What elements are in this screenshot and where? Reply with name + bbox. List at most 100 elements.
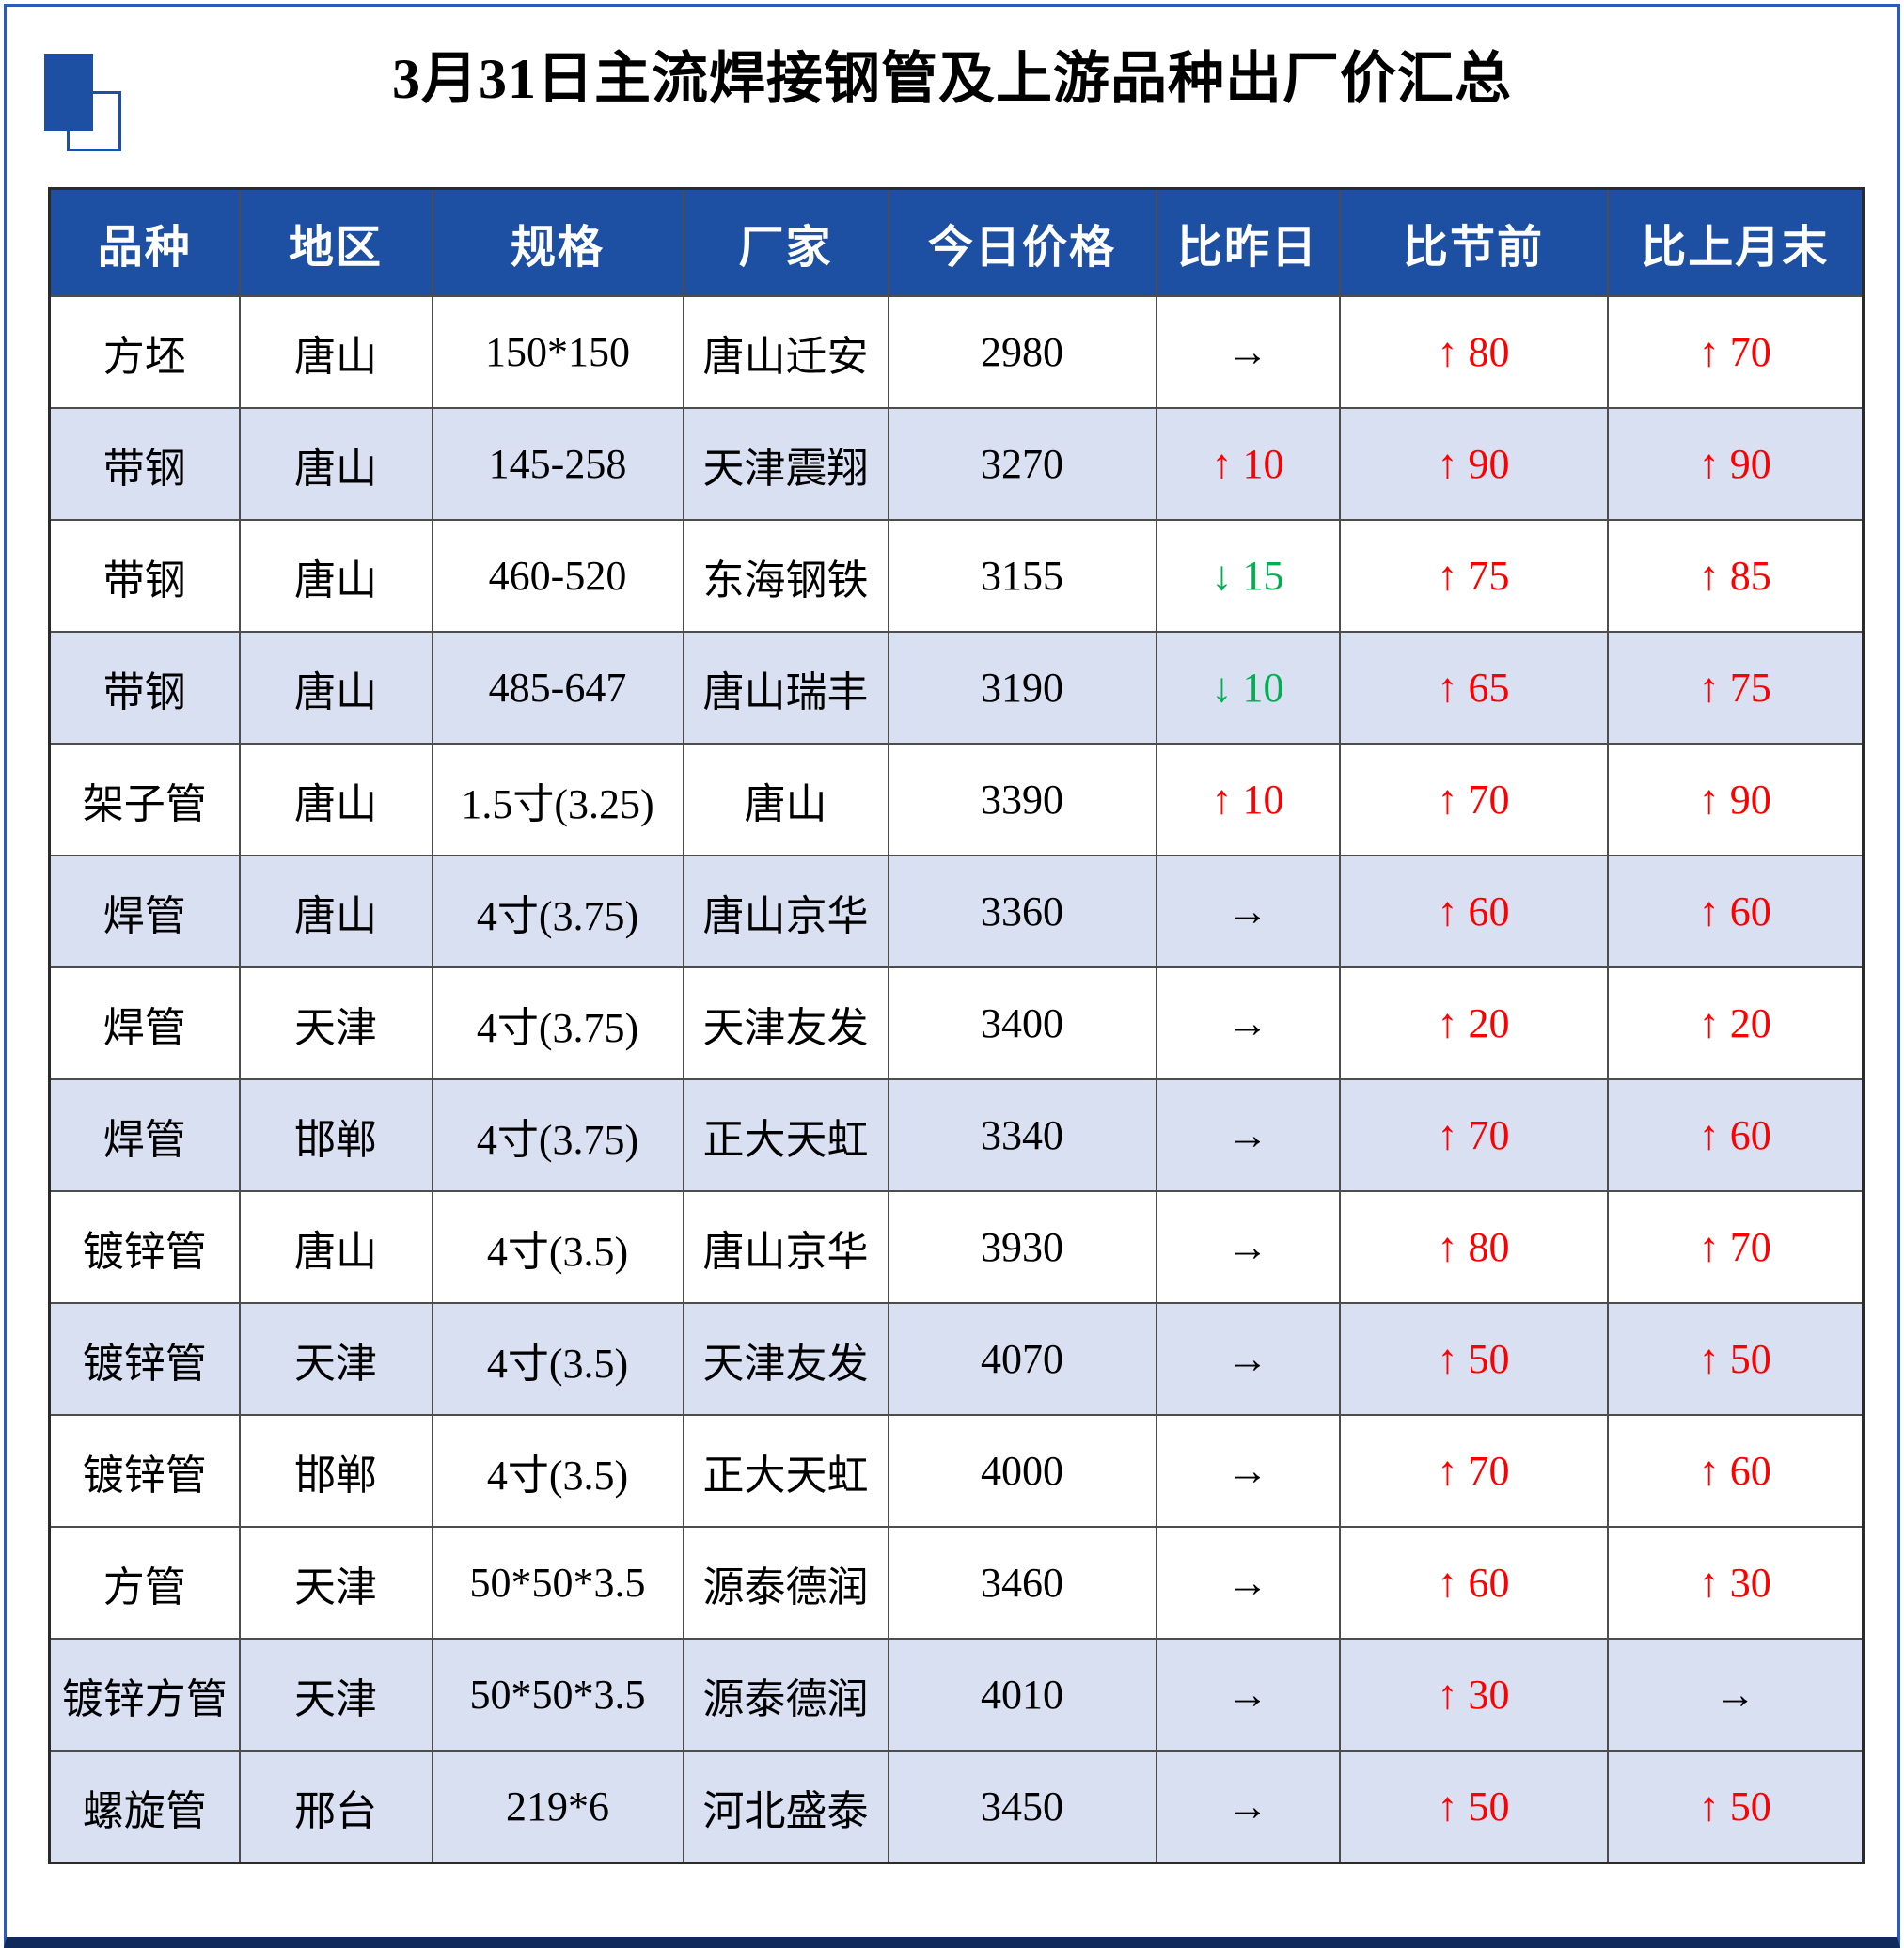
factory-cell: 天津震翔 [682,407,889,521]
variety-cell: 螺旋管 [48,1750,241,1864]
vs-last-month-end-cell: ↑ 90 [1606,743,1865,856]
vs-pre-holiday-cell: ↑ 80 [1338,1190,1609,1304]
vs-yesterday-cell: → [1155,1414,1341,1528]
vs-last-month-end-cell: ↑ 70 [1606,295,1865,409]
spec-cell: 4寸(3.5) [431,1190,684,1304]
price-cell: 4070 [887,1302,1157,1416]
region-cell: 唐山 [238,407,433,521]
table-row: 焊管 唐山 4寸(3.75) 唐山京华 3360 → ↑ 60 ↑ 60 [48,855,1865,968]
price-cell: 3460 [887,1526,1157,1640]
region-cell: 唐山 [238,631,433,745]
region-cell: 天津 [238,1302,433,1416]
spec-cell: 4寸(3.75) [431,966,684,1080]
price-cell: 3450 [887,1750,1157,1864]
region-cell: 邯郸 [238,1414,433,1528]
price-cell: 3390 [887,743,1157,856]
vs-pre-holiday-cell: ↑ 20 [1338,966,1609,1080]
vs-pre-holiday-cell: ↑ 60 [1338,1526,1609,1640]
vs-last-month-end-cell: ↑ 90 [1606,407,1865,521]
table-row: 焊管 天津 4寸(3.75) 天津友发 3400 → ↑ 20 ↑ 20 [48,966,1865,1080]
vs-yesterday-cell: → [1155,1302,1341,1416]
table-row: 镀锌管 邯郸 4寸(3.5) 正大天虹 4000 → ↑ 70 ↑ 60 [48,1414,1865,1528]
variety-cell: 焊管 [48,855,241,968]
factory-cell: 唐山京华 [682,1190,889,1304]
vs-pre-holiday-cell: ↑ 70 [1338,1414,1609,1528]
vs-pre-holiday-cell: ↑ 75 [1338,519,1609,633]
factory-cell: 唐山瑞丰 [682,631,889,745]
vs-last-month-end-cell: ↑ 70 [1606,1190,1865,1304]
spec-cell: 50*50*3.5 [431,1638,684,1752]
vs-yesterday-cell: → [1155,855,1341,968]
variety-cell: 镀锌方管 [48,1638,241,1752]
vs-pre-holiday-cell: ↑ 30 [1338,1638,1609,1752]
variety-cell: 带钢 [48,519,241,633]
spec-cell: 145-258 [431,407,684,521]
factory-cell: 唐山迁安 [682,295,889,409]
vs-yesterday-cell: → [1155,295,1341,409]
variety-cell: 镀锌管 [48,1302,241,1416]
price-cell: 3360 [887,855,1157,968]
variety-cell: 带钢 [48,407,241,521]
factory-cell: 正大天虹 [682,1414,889,1528]
col-header-today-price: 今日价格 [887,187,1157,297]
price-table: 品种 地区 规格 厂家 今日价格 比昨日 比节前 比上月末 方坯 唐山 150*15… [48,187,1865,1864]
factory-cell: 东海钢铁 [682,519,889,633]
table-row: 镀锌管 唐山 4寸(3.5) 唐山京华 3930 → ↑ 80 ↑ 70 [48,1190,1865,1304]
col-header-variety: 品种 [48,187,241,297]
vs-pre-holiday-cell: ↑ 80 [1338,295,1609,409]
blue-squares-icon [44,54,138,152]
vs-last-month-end-cell: ↑ 85 [1606,519,1865,633]
region-cell: 唐山 [238,743,433,856]
spec-cell: 4寸(3.75) [431,1078,684,1192]
vs-yesterday-cell: → [1155,1750,1341,1864]
vs-yesterday-cell: ↑ 10 [1155,407,1341,521]
region-cell: 邢台 [238,1750,433,1864]
vs-pre-holiday-cell: ↑ 60 [1338,855,1609,968]
vs-yesterday-cell: ↓ 15 [1155,519,1341,633]
region-cell: 唐山 [238,855,433,968]
table-row: 带钢 唐山 145-258 天津震翔 3270 ↑ 10 ↑ 90 ↑ 90 [48,407,1865,521]
vs-last-month-end-cell: ↑ 20 [1606,966,1865,1080]
table-row: 螺旋管 邢台 219*6 河北盛泰 3450 → ↑ 50 ↑ 50 [48,1750,1865,1864]
spec-cell: 485-647 [431,631,684,745]
price-cell: 3930 [887,1190,1157,1304]
table-row: 方管 天津 50*50*3.5 源泰德润 3460 → ↑ 60 ↑ 30 [48,1526,1865,1640]
region-cell: 天津 [238,1638,433,1752]
factory-cell: 河北盛泰 [682,1750,889,1864]
spec-cell: 460-520 [431,519,684,633]
table-row: 镀锌方管 天津 50*50*3.5 源泰德润 4010 → ↑ 30 → [48,1638,1865,1752]
variety-cell: 镀锌管 [48,1414,241,1528]
vs-yesterday-cell: → [1155,1526,1341,1640]
table-header-row: 品种 地区 规格 厂家 今日价格 比昨日 比节前 比上月末 [48,187,1865,297]
spec-cell: 4寸(3.5) [431,1414,684,1528]
region-cell: 唐山 [238,1190,433,1304]
page: 3月31日主流焊接钢管及上游品种出厂价汇总 品种 地区 规格 厂家 今日价格 比… [4,4,1900,1948]
vs-pre-holiday-cell: ↑ 70 [1338,743,1609,856]
col-header-factory: 厂家 [682,187,889,297]
region-cell: 唐山 [238,519,433,633]
price-cell: 3340 [887,1078,1157,1192]
factory-cell: 源泰德润 [682,1526,889,1640]
price-table-body: 方坯 唐山 150*150 唐山迁安 2980 → ↑ 80 ↑ 70 带钢 唐山 145-258 天… [48,295,1865,1864]
col-header-vs-yesterday: 比昨日 [1155,187,1341,297]
spec-cell: 219*6 [431,1750,684,1864]
price-cell: 2980 [887,295,1157,409]
table-row: 架子管 唐山 1.5寸(3.25) 唐山 3390 ↑ 10 ↑ 70 ↑ 90 [48,743,1865,856]
col-header-vs-last-month-end: 比上月末 [1606,187,1865,297]
vs-last-month-end-cell: ↑ 60 [1606,1414,1865,1528]
variety-cell: 带钢 [48,631,241,745]
table-row: 带钢 唐山 485-647 唐山瑞丰 3190 ↓ 10 ↑ 65 ↑ 75 [48,631,1865,745]
vs-yesterday-cell: ↓ 10 [1155,631,1341,745]
variety-cell: 焊管 [48,966,241,1080]
vs-pre-holiday-cell: ↑ 65 [1338,631,1609,745]
vs-yesterday-cell: → [1155,1078,1341,1192]
factory-cell: 正大天虹 [682,1078,889,1192]
vs-last-month-end-cell: → [1606,1638,1865,1752]
vs-last-month-end-cell: ↑ 75 [1606,631,1865,745]
table-row: 方坯 唐山 150*150 唐山迁安 2980 → ↑ 80 ↑ 70 [48,295,1865,409]
vs-last-month-end-cell: ↑ 50 [1606,1750,1865,1864]
factory-cell: 天津友发 [682,966,889,1080]
price-cell: 3155 [887,519,1157,633]
factory-cell: 唐山京华 [682,855,889,968]
col-header-spec: 规格 [431,187,684,297]
